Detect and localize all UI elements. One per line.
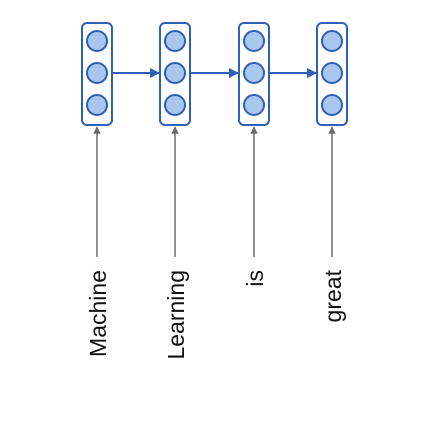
word-labels: Machine Learning is great [85,269,346,359]
hidden-unit [164,30,186,52]
rnn-cells [81,22,348,126]
hidden-unit [321,30,343,52]
hidden-unit [164,94,186,116]
hidden-unit [321,94,343,116]
hidden-unit [321,62,343,84]
word-label: great [320,269,346,322]
hidden-unit [243,30,265,52]
hidden-unit [164,62,186,84]
hidden-unit [243,94,265,116]
hidden-unit [86,94,108,116]
word-label: Machine [85,270,111,357]
hidden-unit [86,30,108,52]
word-label: is [242,270,268,287]
input-connections [93,126,336,257]
hidden-unit [243,62,265,84]
hidden-unit [86,62,108,84]
word-label: Learning [163,270,189,360]
